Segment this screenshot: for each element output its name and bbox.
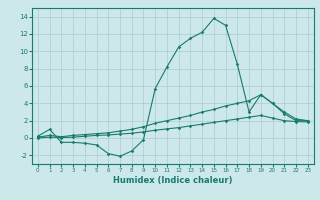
X-axis label: Humidex (Indice chaleur): Humidex (Indice chaleur) <box>113 176 233 185</box>
